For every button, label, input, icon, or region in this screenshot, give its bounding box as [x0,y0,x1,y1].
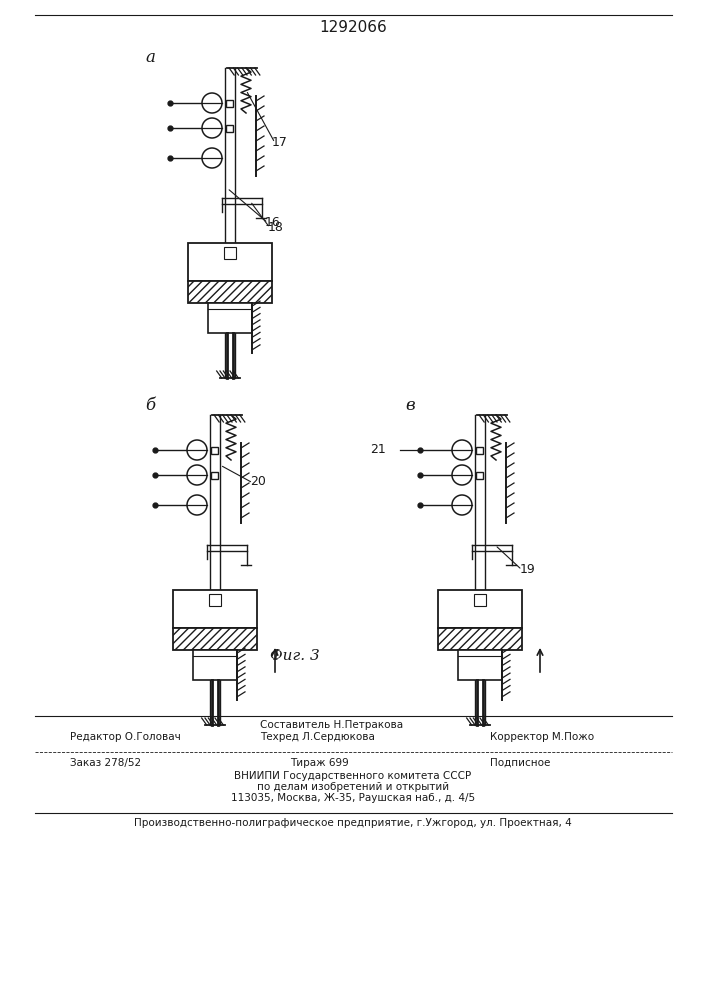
Bar [211,446,218,454]
Text: Корректор М.Пожо: Корректор М.Пожо [490,732,594,742]
Circle shape [187,440,207,460]
Bar [188,281,272,303]
Circle shape [202,93,222,113]
Bar [226,100,233,106]
Bar [193,650,237,680]
Bar [458,650,502,680]
Text: 16: 16 [265,216,281,229]
Text: Составитель Н.Петракова: Составитель Н.Петракова [260,720,403,730]
Text: ВНИИПИ Государственного комитета СССР: ВНИИПИ Государственного комитета СССР [235,771,472,781]
Text: Производственно-полиграфическое предприятие, г.Ужгород, ул. Проектная, 4: Производственно-полиграфическое предприя… [134,818,572,828]
Text: а: а [145,49,155,66]
Text: 19: 19 [520,563,536,576]
Text: Редактор О.Головач: Редактор О.Головач [70,732,181,742]
Bar [209,594,221,606]
Circle shape [452,465,472,485]
Text: 113035, Москва, Ж-35, Раушская наб., д. 4/5: 113035, Москва, Ж-35, Раушская наб., д. … [231,793,475,803]
Bar [173,590,257,628]
Text: Техред Л.Сердюкова: Техред Л.Сердюкова [260,732,375,742]
Text: по делам изобретений и открытий: по делам изобретений и открытий [257,782,449,792]
Circle shape [452,440,472,460]
Bar [211,472,218,479]
Text: 17: 17 [272,136,288,149]
Text: Заказ 278/52: Заказ 278/52 [70,758,141,768]
Text: б: б [145,397,155,414]
Bar [224,247,236,259]
Bar [477,446,484,454]
Text: Фиг. 3: Фиг. 3 [270,649,320,663]
Text: 20: 20 [250,475,266,488]
Bar [188,243,272,281]
Bar [173,628,257,650]
Circle shape [187,465,207,485]
Text: Подписное: Подписное [490,758,550,768]
Bar [477,472,484,479]
Bar [226,124,233,131]
Bar [474,594,486,606]
Text: 1292066: 1292066 [319,20,387,35]
Circle shape [187,495,207,515]
Text: 18: 18 [268,221,284,234]
Text: в: в [405,397,414,414]
Circle shape [202,118,222,138]
Bar [438,590,522,628]
Bar [438,628,522,650]
Text: Тираж 699: Тираж 699 [290,758,349,768]
Text: 21: 21 [370,443,386,456]
Circle shape [202,148,222,168]
Bar [208,303,252,333]
Circle shape [452,495,472,515]
